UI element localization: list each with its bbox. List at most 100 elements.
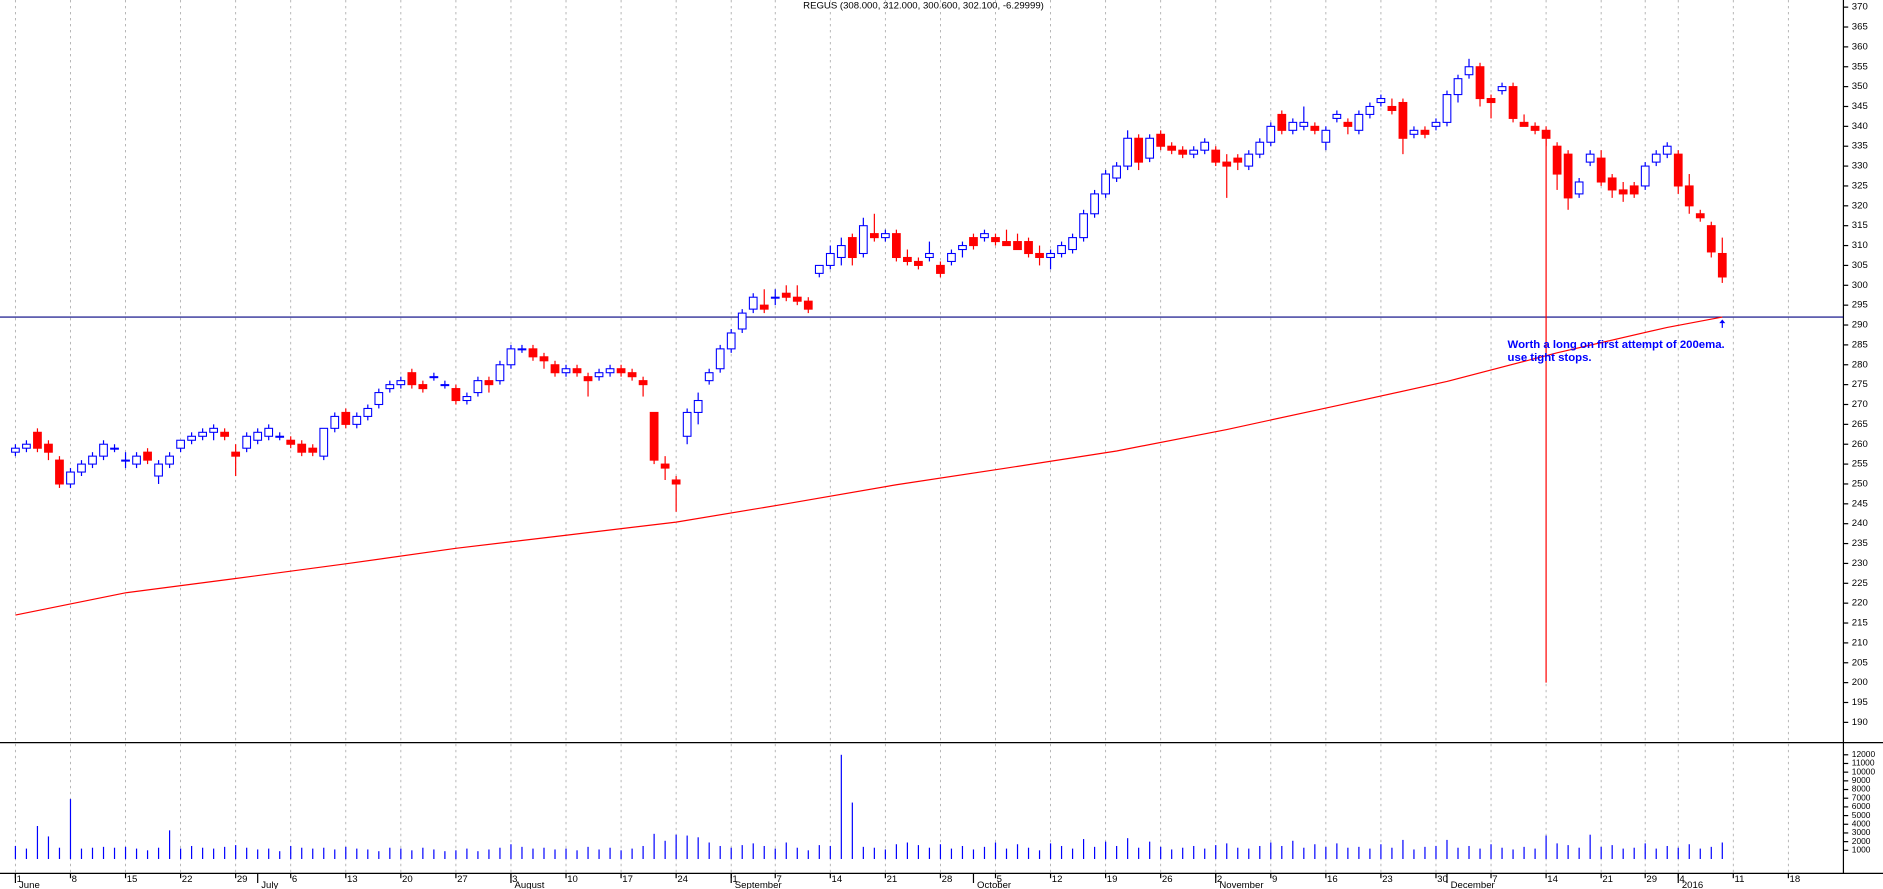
candle-body (154, 463, 163, 477)
candle-body (737, 312, 747, 330)
candle-body (407, 372, 417, 386)
volume-tick-label: 6000 (1852, 801, 1871, 811)
candle-body (110, 447, 119, 450)
y-tick-label: 365 (1852, 22, 1868, 33)
y-tick-label: 245 (1852, 498, 1868, 509)
candle-body (627, 372, 637, 378)
candle-body (385, 384, 395, 390)
candle-body (947, 252, 956, 262)
x-tick-label: 5 (997, 874, 1002, 885)
candle-body (1420, 129, 1430, 135)
candle-body (121, 459, 130, 462)
x-tick-label: 13 (347, 874, 358, 885)
candle-body (847, 237, 857, 259)
candle-body (638, 380, 648, 386)
candle-body (1079, 213, 1088, 239)
x-tick-label: 16 (1327, 874, 1338, 885)
candle-body (1585, 153, 1595, 163)
candle-body (605, 368, 615, 374)
candle-body (572, 368, 582, 374)
candle-body (671, 479, 681, 485)
candle-body (1233, 157, 1243, 163)
month-label: 2016 (1682, 880, 1703, 889)
x-tick-label: 28 (942, 874, 953, 885)
y-tick-label: 190 (1852, 717, 1868, 728)
x-tick-label: 3 (512, 874, 517, 885)
x-tick-label: 15 (127, 874, 138, 885)
y-tick-label: 330 (1852, 161, 1868, 172)
candle-body (22, 443, 31, 449)
candle-body (550, 364, 560, 374)
candle-body (726, 332, 736, 350)
x-tick-label: 11 (1734, 874, 1744, 885)
candle-body (1662, 145, 1672, 155)
x-tick-label: 21 (1602, 874, 1613, 885)
volume-tick-label: 5000 (1852, 810, 1871, 820)
volume-tick-label: 4000 (1852, 818, 1871, 828)
volume-tick-label: 9000 (1852, 775, 1871, 785)
candle-body (1299, 121, 1309, 127)
y-tick-label: 280 (1852, 359, 1868, 370)
candle-body (330, 415, 340, 429)
candle-body (198, 431, 207, 437)
candle-body (660, 463, 670, 469)
candle-body (187, 435, 196, 441)
candle-body (1640, 165, 1650, 187)
candle-body (1453, 78, 1463, 96)
candle-body (936, 264, 945, 274)
volume-tick-label: 11000 (1852, 758, 1875, 768)
x-tick-label: 30 (1437, 874, 1448, 885)
candle-body (682, 411, 692, 437)
y-tick-label: 285 (1852, 339, 1868, 350)
candle-body (44, 443, 53, 453)
x-tick-label: 19 (1107, 874, 1118, 885)
x-tick-label: 2 (1217, 874, 1222, 885)
y-tick-label: 230 (1852, 558, 1868, 569)
candle-body (1618, 189, 1628, 195)
candle-body (1376, 98, 1386, 104)
candle-body (1200, 141, 1210, 151)
candle-body (1442, 94, 1452, 123)
x-tick-label: 6 (292, 874, 297, 885)
volume-tick-label: 2000 (1852, 836, 1871, 846)
y-tick-label: 215 (1852, 618, 1868, 629)
y-tick-label: 200 (1852, 677, 1868, 688)
x-tick-label: 27 (457, 874, 468, 885)
candle-body (1596, 157, 1606, 183)
candle-body (958, 245, 967, 251)
candle-body (903, 256, 912, 262)
month-label: November (1219, 880, 1264, 889)
candle-body (517, 348, 527, 351)
candle-body (1211, 149, 1221, 163)
x-tick-label: 22 (182, 874, 193, 885)
candle-body (264, 427, 274, 437)
candle-body (1288, 121, 1298, 131)
candle-body (66, 471, 75, 485)
volume-tick-label: 12000 (1852, 749, 1876, 759)
x-tick-label: 20 (402, 874, 413, 885)
volume-tick-label: 10000 (1852, 766, 1876, 776)
candle-body (1068, 237, 1077, 251)
candle-body (825, 252, 835, 266)
arrow-marker (1719, 319, 1726, 328)
candle-body (1266, 125, 1276, 143)
y-tick-label: 210 (1852, 637, 1868, 648)
candle-body (143, 451, 152, 461)
candle-body (925, 252, 934, 259)
candle-body (1134, 137, 1144, 163)
candle-body (539, 356, 549, 362)
y-tick-label: 350 (1852, 81, 1868, 92)
x-tick-label: 21 (887, 874, 898, 885)
candle-body (704, 372, 714, 382)
candle-body (748, 296, 758, 310)
candle-body (1178, 149, 1188, 155)
candle-body (528, 348, 538, 358)
candle-body (374, 392, 384, 406)
y-tick-label: 295 (1852, 300, 1868, 311)
candle-body (495, 364, 505, 382)
volume-tick-label: 8000 (1852, 784, 1871, 794)
candle-body (209, 427, 219, 433)
candle-body (1706, 225, 1716, 253)
y-tick-label: 225 (1852, 578, 1868, 589)
